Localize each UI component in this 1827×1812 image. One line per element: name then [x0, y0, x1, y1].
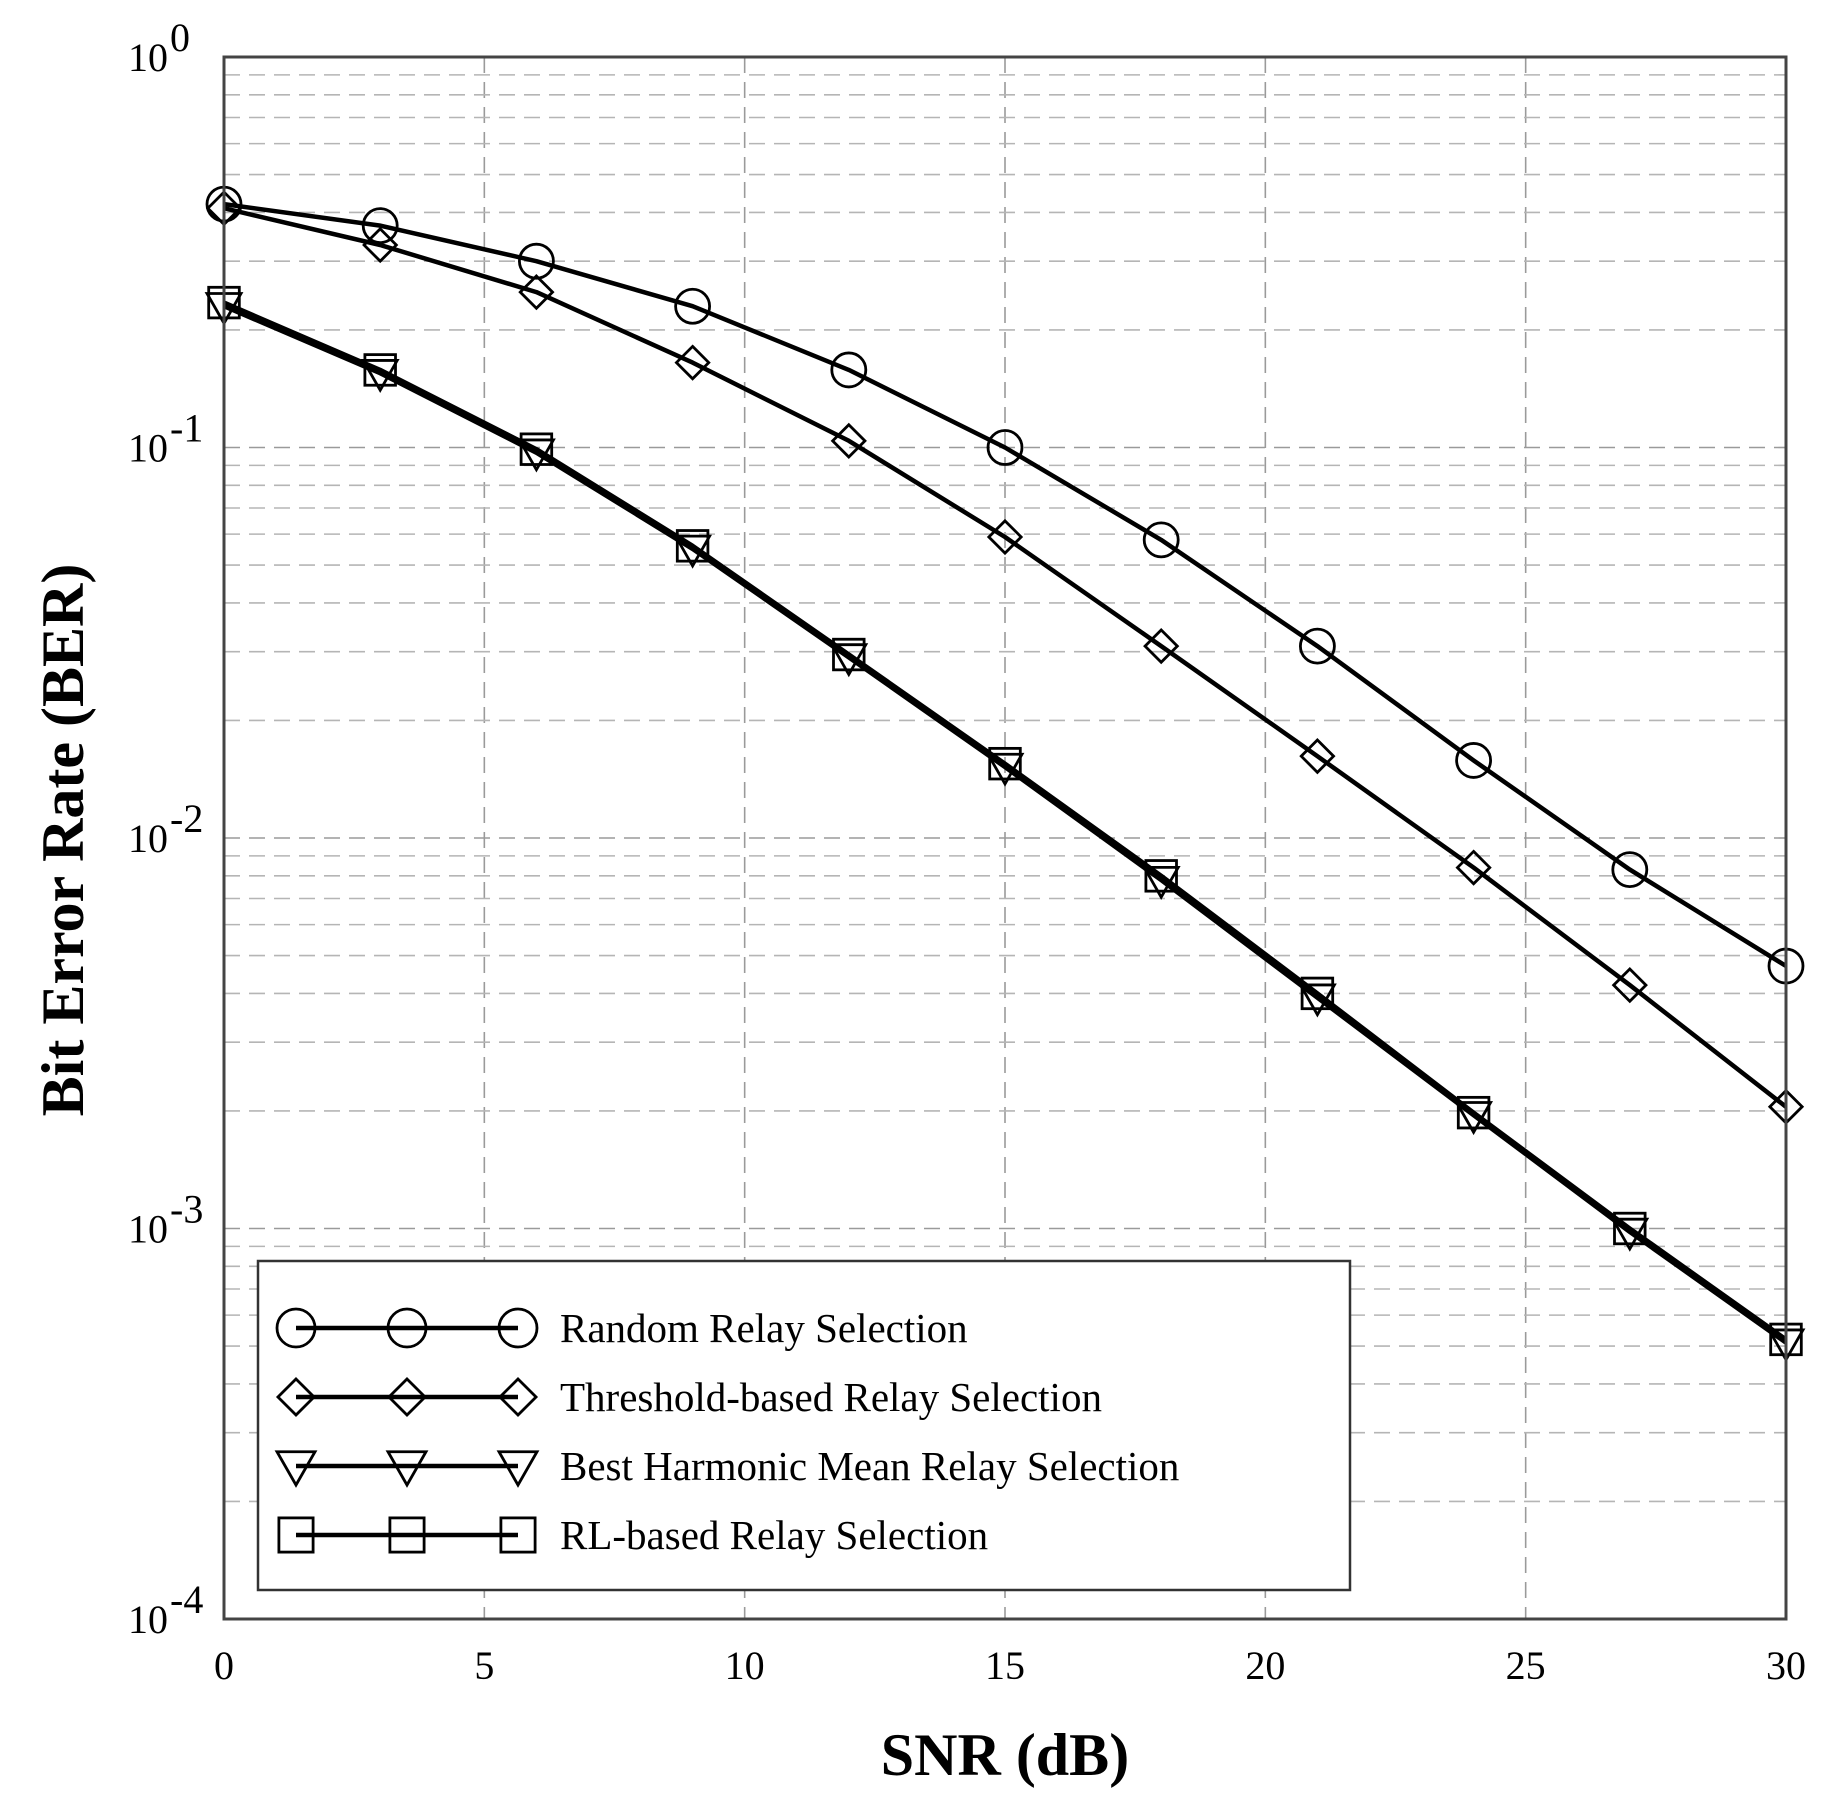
x-tick-label: 20: [1245, 1643, 1285, 1688]
data-point-diamond: [1455, 849, 1492, 886]
legend-marker-square: [388, 1516, 426, 1554]
legend-marker-circle: [497, 1307, 539, 1349]
y-tick-exponent: -1: [170, 406, 203, 451]
data-point-square: [1144, 859, 1178, 893]
legend-marker-triangle-down: [274, 1450, 318, 1488]
series-layer: [204, 185, 1806, 1363]
y-tick-base: 10: [128, 1597, 168, 1642]
data-point-circle: [674, 287, 711, 325]
legend-item-circle: Random Relay Selection: [275, 1305, 968, 1351]
y-tick-base: 10: [128, 35, 168, 80]
data-point-circle: [1299, 627, 1336, 665]
data-point-square: [363, 353, 397, 387]
data-point-diamond: [362, 226, 399, 264]
legend: Random Relay Selection Threshold-based Re…: [256, 1259, 1352, 1592]
legend-label: RL-based Relay Selection: [560, 1512, 988, 1558]
x-tick-label: 25: [1506, 1643, 1546, 1688]
y-tick-exponent: 0: [170, 15, 190, 60]
data-point-square: [675, 529, 710, 563]
legend-item-square: RL-based Relay Selection: [277, 1512, 988, 1558]
legend-item-diamond: Threshold-based Relay Selection: [275, 1374, 1102, 1420]
data-point-square: [1300, 976, 1335, 1011]
x-tick-label: 5: [474, 1643, 494, 1688]
data-point-square: [1613, 1211, 1647, 1246]
y-tick-label: 10 0: [128, 15, 190, 80]
data-point-diamond: [1611, 966, 1648, 1004]
x-tick-label: 15: [985, 1643, 1025, 1688]
x-tick-label: 0: [214, 1643, 234, 1688]
data-point-square: [988, 746, 1022, 781]
y-tick-label: 10 -4: [128, 1577, 203, 1642]
legend-marker-diamond: [386, 1376, 428, 1418]
y-tick-base: 10: [128, 816, 168, 861]
x-axis-title: SNR (dB): [881, 1722, 1129, 1788]
y-tick-exponent: -2: [170, 796, 203, 841]
legend-marker-triangle-down: [385, 1450, 429, 1488]
data-point-square: [1456, 1095, 1491, 1130]
y-axis-title: Bit Error Rate (BER): [30, 564, 96, 1117]
legend-label: Best Harmonic Mean Relay Selection: [560, 1443, 1179, 1489]
data-point-circle: [1142, 521, 1180, 559]
data-point-diamond: [674, 344, 711, 381]
data-point-circle: [986, 429, 1024, 466]
legend-marker-square: [277, 1516, 315, 1554]
data-point-diamond: [1143, 627, 1180, 665]
data-point-diamond: [986, 518, 1024, 556]
data-point-square: [832, 637, 866, 672]
data-point-circle: [518, 242, 555, 280]
x-tick-label: 30: [1766, 1643, 1806, 1688]
data-point-circle: [830, 351, 868, 389]
y-tick-exponent: -4: [170, 1577, 203, 1622]
legend-marker-diamond: [275, 1376, 317, 1418]
legend-marker-triangle-down: [496, 1450, 540, 1488]
series-line: [223, 201, 1788, 968]
legend-item-triangle-down: Best Harmonic Mean Relay Selection: [274, 1443, 1179, 1489]
legend-label: Threshold-based Relay Selection: [560, 1374, 1102, 1420]
y-tick-exponent: -3: [170, 1187, 203, 1232]
data-point-circle: [1455, 742, 1492, 779]
y-tick-label: 10 -3: [128, 1187, 203, 1252]
legend-marker-circle: [386, 1307, 428, 1349]
data-point-diamond: [1299, 738, 1336, 775]
x-tick-label: 10: [725, 1643, 765, 1688]
legend-marker-diamond: [497, 1376, 539, 1418]
series-line: [223, 206, 1788, 1109]
data-point-diamond: [518, 273, 555, 311]
series-line: [223, 300, 1788, 1342]
data-point-circle: [361, 207, 399, 245]
legend-marker-square: [499, 1516, 537, 1554]
data-point-circle: [1611, 851, 1649, 888]
legend-marker-circle: [275, 1307, 317, 1349]
legend-label: Random Relay Selection: [560, 1305, 968, 1351]
plot-frame: [222, 55, 1788, 1621]
data-point-square: [519, 432, 554, 466]
y-tick-label: 10 -1: [128, 406, 203, 471]
y-tick-label: 10 -2: [128, 796, 203, 861]
y-tick-base: 10: [128, 1207, 168, 1252]
data-point-diamond: [830, 422, 867, 459]
x-axis-ticks: 0 5 10 15 20 25 30: [214, 1643, 1806, 1688]
y-tick-base: 10: [128, 426, 168, 471]
